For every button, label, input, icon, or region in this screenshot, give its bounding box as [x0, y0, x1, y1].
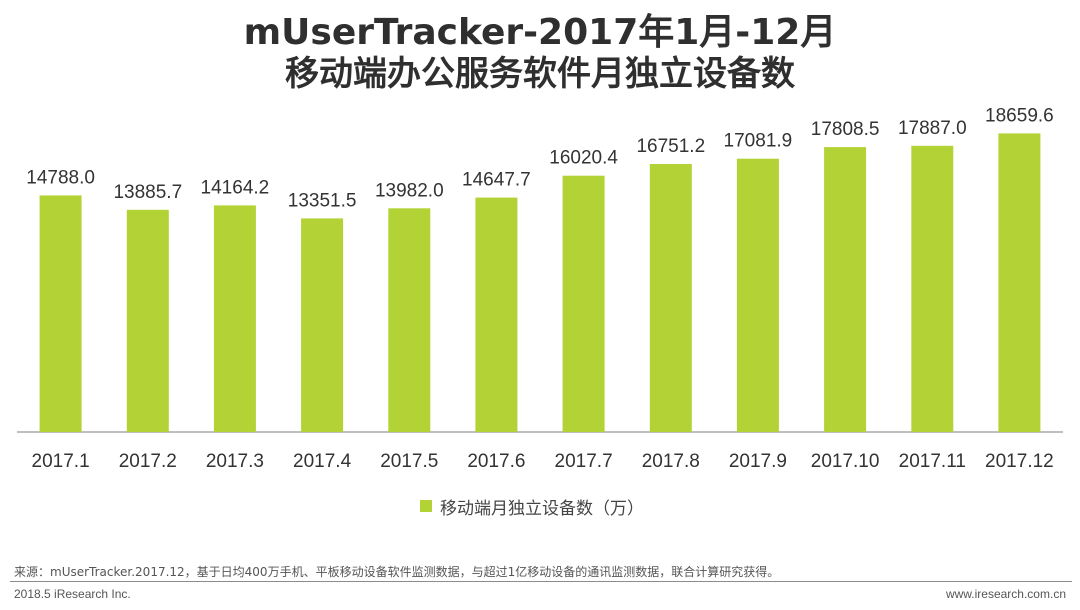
- chart-legend: 移动端月独立设备数（万）: [420, 495, 644, 519]
- website-text: www.iresearch.com.cn: [945, 587, 1066, 601]
- source-note: 来源：mUserTracker.2017.12，基于日均400万手机、平板移动设…: [14, 565, 780, 579]
- data-label-2017.10: 17808.5: [811, 119, 880, 140]
- data-label-2017.5: 13982.0: [375, 180, 444, 201]
- bar-2017.3: [213, 205, 256, 432]
- x-tick-label-2017.8: 2017.8: [642, 451, 700, 472]
- x-tick-label-2017.11: 2017.11: [899, 451, 966, 472]
- data-label-2017.11: 17887.0: [898, 118, 967, 139]
- bar-2017.5: [388, 208, 431, 432]
- bar-2017.10: [824, 147, 867, 432]
- bar-2017.4: [301, 218, 344, 432]
- bar-2017.11: [911, 145, 954, 433]
- x-tick-label-2017.2: 2017.2: [119, 451, 177, 472]
- data-label-2017.2: 13885.7: [113, 182, 182, 203]
- chart-title: mUserTracker-2017年1月-12月 移动端办公服务软件月独立设备数: [0, 12, 1080, 95]
- x-tick-label-2017.12: 2017.12: [985, 451, 1054, 472]
- data-label-2017.4: 13351.5: [288, 190, 357, 211]
- x-tick-label-2017.5: 2017.5: [380, 451, 438, 472]
- bar-2017.7: [562, 175, 605, 432]
- footer-divider: [10, 581, 1072, 582]
- data-label-2017.12: 18659.6: [985, 105, 1054, 126]
- data-label-2017.6: 14647.7: [462, 170, 531, 191]
- copyright-text: 2018.5 iResearch Inc.: [14, 587, 131, 601]
- x-tick-label-2017.1: 2017.1: [32, 451, 90, 472]
- data-label-2017.7: 16020.4: [549, 148, 618, 169]
- bar-2017.6: [475, 197, 518, 432]
- data-label-2017.1: 14788.0: [26, 167, 95, 188]
- x-tick-label-2017.6: 2017.6: [467, 451, 525, 472]
- bar-2017.8: [649, 164, 692, 432]
- bar-2017.9: [736, 158, 779, 432]
- x-tick-label-2017.4: 2017.4: [293, 451, 352, 472]
- chart-title-line1: mUserTracker-2017年1月-12月: [243, 12, 837, 53]
- x-tick-label-2017.7: 2017.7: [555, 451, 613, 472]
- legend-swatch: [420, 500, 432, 512]
- chart-title-line2: 移动端办公服务软件月独立设备数: [285, 54, 795, 95]
- legend-label: 移动端月独立设备数（万）: [440, 498, 644, 519]
- data-label-2017.9: 17081.9: [724, 131, 793, 152]
- x-tick-label-2017.3: 2017.3: [206, 451, 264, 472]
- x-tick-label-2017.10: 2017.10: [811, 451, 880, 472]
- bar-2017.1: [39, 195, 82, 432]
- data-label-2017.3: 14164.2: [201, 177, 270, 198]
- data-label-2017.8: 16751.2: [636, 136, 705, 157]
- bar-2017.12: [998, 133, 1041, 432]
- x-tick-label-2017.9: 2017.9: [729, 451, 787, 472]
- bar-2017.2: [126, 209, 169, 432]
